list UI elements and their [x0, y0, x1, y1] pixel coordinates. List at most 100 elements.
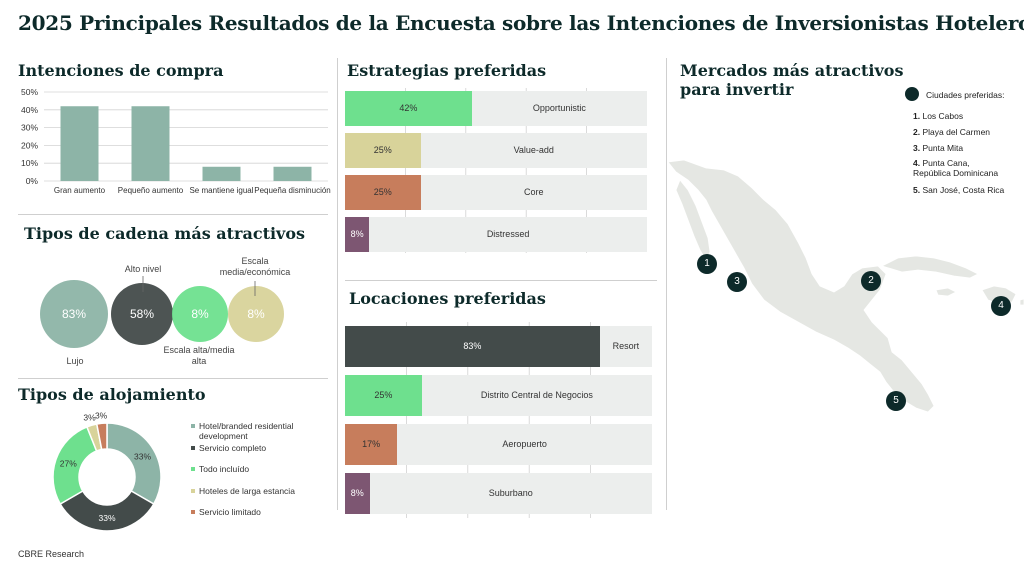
strategies-title: Estrategias preferidas	[347, 61, 547, 80]
markets-title: Mercados más atractivos para invertir	[680, 61, 904, 99]
hbar-fill	[345, 326, 600, 367]
central-america-map	[667, 159, 1024, 413]
lodging-legend-item: Hoteles de larga estancia	[191, 486, 295, 496]
chain-bubble-value: 83%	[62, 307, 86, 321]
chain-label-escala-media: Escala media/económica	[210, 256, 300, 278]
y-tick-label: 30%	[21, 123, 38, 133]
chain-bubble-chart: 83% 58% 8% 8%	[40, 280, 284, 348]
map-mexico-central-america	[667, 159, 935, 413]
lodging-donut-chart: 33% 33% 27% 3% 3%	[52, 410, 162, 532]
hbar-value: 8%	[350, 487, 364, 498]
hbar-category: Distressed	[486, 228, 530, 239]
legend-label-line: Servicio completo	[199, 443, 267, 453]
legend-label-line: Hotel/branded residential	[199, 421, 294, 431]
page-title: 2025 Principales Resultados de la Encues…	[18, 11, 1024, 35]
lodging-slice-label: 3%	[95, 410, 108, 420]
hbar-track: 17% Aeropuerto	[345, 424, 652, 465]
purchase-bar	[202, 166, 241, 181]
lodging-slice-label: 3%	[83, 413, 96, 423]
hbar-value: 25%	[373, 186, 392, 197]
chain-label-alto-nivel: Alto nivel	[124, 264, 162, 274]
legend-label: Todo incluído	[191, 464, 249, 474]
chain-bubble-value: 58%	[130, 307, 154, 321]
map-marker-5[interactable]: 5	[886, 391, 906, 411]
chain-bubble	[40, 280, 108, 348]
purchase-category-label: Pequeño aumento	[117, 186, 184, 195]
lodging-slice-label: 27%	[60, 459, 77, 469]
purchase-category-label: Gran aumento	[53, 186, 106, 195]
hbar-category: Suburbano	[488, 487, 533, 498]
chains-title: Tipos de cadena más atractivos	[24, 224, 306, 243]
legend-label-line: Hoteles de larga estancia	[199, 486, 295, 496]
hbar-category: Distrito Central de Negocios	[480, 389, 593, 400]
hbar-category: Aeropuerto	[502, 438, 547, 449]
city-item-3: 3. Punta Mita	[913, 143, 963, 153]
hbar-track: 25% Value-add	[345, 133, 647, 168]
hbar-track: 25% Distrito Central de Negocios	[345, 375, 652, 416]
divider-chains	[18, 378, 328, 379]
chain-bubble	[228, 286, 284, 342]
city-num: 1.	[913, 111, 921, 121]
lodging-legend-item: Servicio limitado	[191, 507, 261, 517]
y-tick-label: 40%	[21, 105, 38, 115]
purchase-title: Intenciones de compra	[18, 61, 224, 80]
hbar-category: Core	[523, 186, 544, 197]
purchase-bar	[273, 166, 312, 181]
map-marker-2[interactable]: 2	[861, 271, 881, 291]
map-marker-3[interactable]: 3	[727, 272, 747, 292]
hbar-track: 42% Opportunistic	[345, 91, 647, 126]
city-item-2: 2. Playa del Carmen	[913, 127, 990, 137]
chain-bubble	[172, 286, 228, 342]
lodging-slice	[59, 489, 155, 532]
hbar-track: 25% Core	[345, 175, 647, 210]
hbar-value: 8%	[350, 228, 364, 239]
hbar-fill	[345, 91, 472, 126]
hbar-category: Resort	[612, 340, 640, 351]
hbar-category: Value-add	[513, 144, 554, 155]
city-name: San José, Costa Rica	[922, 185, 1005, 195]
purchase-bar-chart: 0% 10% 20% 30% 40% 50%	[21, 87, 328, 184]
y-tick-label: 20%	[21, 140, 38, 150]
city-num: 3.	[913, 143, 921, 153]
hbar-value: 42%	[399, 102, 418, 113]
city-name: Los Cabos	[922, 111, 964, 121]
city-num: 5.	[913, 185, 921, 195]
hbar-track: 8% Suburbano	[345, 473, 652, 514]
purchase-category-label: Pequeña disminución	[254, 186, 331, 195]
hbar-value: 17%	[362, 438, 381, 449]
city-name-line2: República Dominicana	[913, 168, 999, 178]
city-num: 2.	[913, 127, 921, 137]
hbar-category: Opportunistic	[532, 102, 586, 113]
hbar-fill	[345, 424, 398, 465]
legend-label: Hotel/branded residential development	[191, 421, 294, 441]
chain-bubble-value: 8%	[191, 307, 209, 321]
lodging-slice-label: 33%	[98, 513, 115, 523]
city-item-1: 1. Los Cabos	[913, 111, 963, 121]
chain-label-escala-alta-line1: Escala alta/media	[163, 345, 235, 355]
lodging-legend-item: Todo incluído	[191, 464, 249, 474]
purchase-category-label: Se mantiene igual	[189, 186, 254, 195]
legend-swatch	[191, 424, 195, 428]
city-name: Punta Mita	[922, 143, 964, 153]
hbar-fill	[345, 473, 370, 514]
lodging-slice-label: 33%	[134, 452, 151, 462]
chain-label-escala-alta: Escala alta/media alta	[150, 345, 248, 367]
chain-label-escala-media-line1: Escala	[241, 256, 269, 266]
chain-bubble	[111, 283, 173, 345]
legend-label: Hoteles de larga estancia	[191, 486, 295, 496]
locations-title: Locaciones preferidas	[349, 289, 546, 308]
y-tick-label: 0%	[26, 176, 39, 184]
city-num: 4.	[913, 158, 921, 168]
chain-label-escala-alta-line2: alta	[191, 356, 207, 366]
legend-swatch	[191, 446, 195, 450]
city-item-5: 5. San José, Costa Rica	[913, 185, 1004, 195]
legend-swatch	[191, 510, 195, 514]
map-marker-1[interactable]: 1	[697, 254, 717, 274]
divider-strategies	[345, 280, 657, 281]
map-marker-4[interactable]: 4	[991, 296, 1011, 316]
purchase-bar	[131, 106, 170, 181]
lodging-slice	[95, 422, 108, 451]
hbar-track: 83% Resort	[345, 326, 652, 367]
map-legend-dot	[905, 87, 919, 101]
chain-label-escala-media-line2: media/económica	[219, 267, 291, 277]
